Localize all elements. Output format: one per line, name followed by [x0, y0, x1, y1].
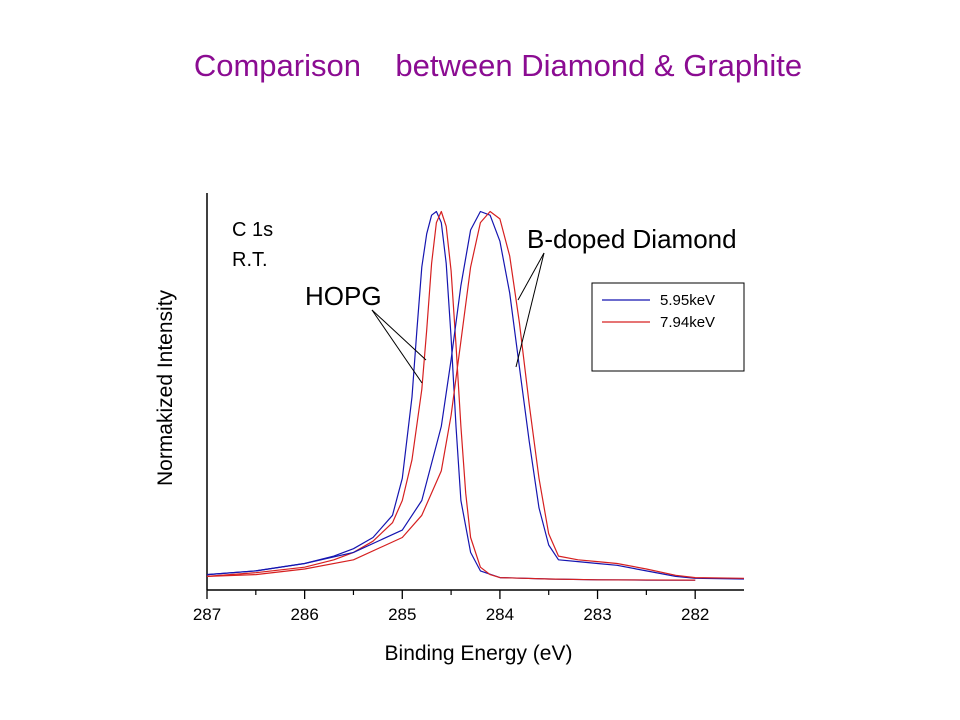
- chart-axes: 287 286 285 284 283 282 Binding Energy (eV) Nor…: [154, 193, 744, 665]
- legend-label: 5.95keV: [660, 292, 715, 309]
- annotation-pointer: [371, 309, 427, 361]
- annotation-rt: R.T.: [232, 249, 268, 271]
- x-tick-label: 282: [681, 605, 709, 624]
- chart-legend: 5.95keV 7.94keV: [591, 282, 745, 372]
- annotation-pointer: [371, 309, 423, 384]
- slide-title: Comparison between Diamond & Graphite: [193, 48, 803, 83]
- chart-annotations: C 1s R.T. HOPG B-doped Diamond: [232, 219, 737, 384]
- annotation-c1s: C 1s: [232, 219, 273, 241]
- series-line-b-doped-diamond-7-94kev: [206, 210, 745, 579]
- x-tick-label: 287: [193, 605, 221, 624]
- x-tick-label: 283: [583, 605, 611, 624]
- x-tick-label: 285: [388, 605, 416, 624]
- annotation-hopg: HOPG: [305, 281, 382, 311]
- annotation-bdd: B-doped Diamond: [527, 224, 737, 254]
- chart-series-layer: [206, 210, 745, 581]
- legend-box: [591, 282, 745, 372]
- x-axis-label: Binding Energy (eV): [385, 642, 573, 665]
- series-line-b-doped-diamond-5-95kev: [206, 210, 745, 580]
- x-tick-label: 284: [486, 605, 514, 624]
- legend-label: 7.94keV: [660, 314, 715, 331]
- series-line-hopg-7-94kev: [206, 210, 696, 581]
- x-tick-label: 286: [290, 605, 318, 624]
- annotation-pointer: [517, 252, 545, 301]
- y-axis-label: Normakized Intensity: [154, 289, 177, 486]
- annotation-pointer: [515, 252, 545, 368]
